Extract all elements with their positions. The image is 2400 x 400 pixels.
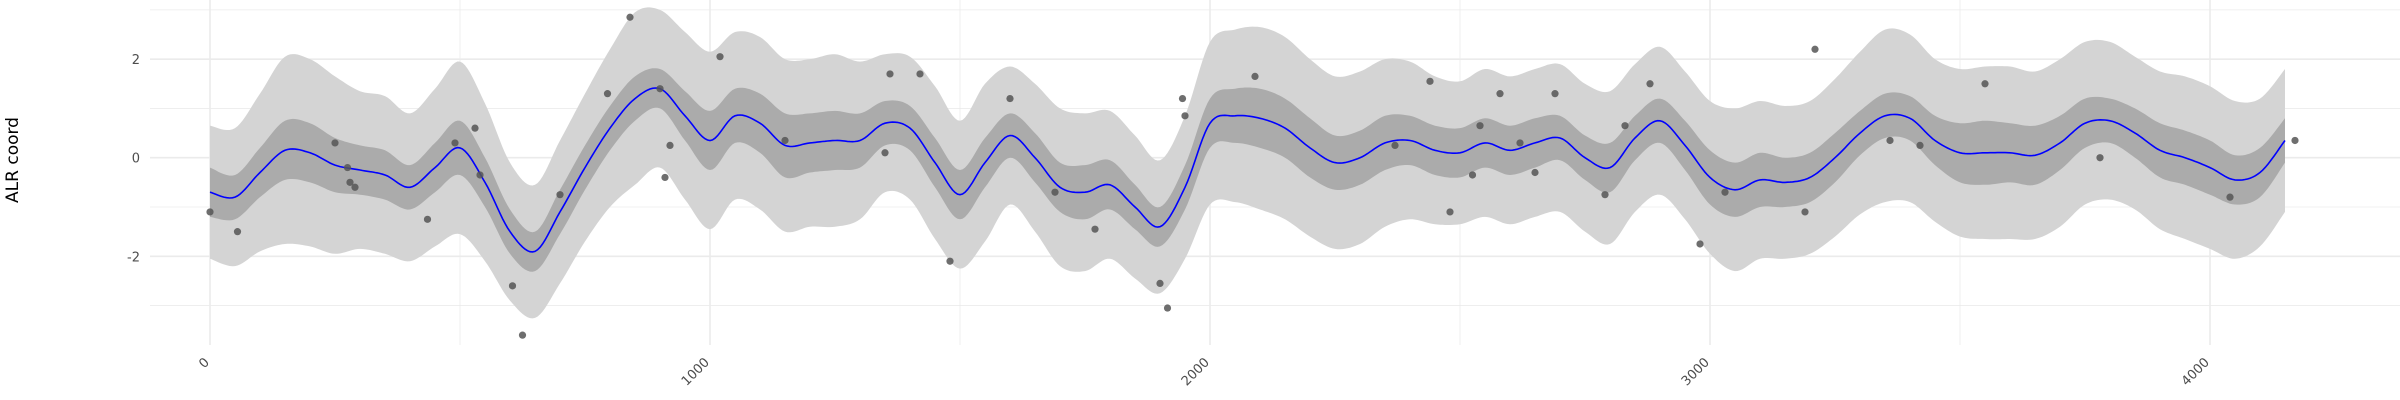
data-point bbox=[1721, 188, 1729, 196]
mean-line bbox=[209, 87, 2286, 253]
data-point bbox=[233, 228, 242, 236]
data-point bbox=[1426, 77, 1434, 85]
data-point bbox=[2096, 154, 2104, 162]
data-point bbox=[661, 173, 669, 182]
x-tick-label: 2000 bbox=[1179, 355, 1213, 389]
x-tick-label: 3000 bbox=[1679, 355, 1713, 389]
x-tick-label: 1000 bbox=[679, 355, 713, 389]
data-point bbox=[556, 191, 564, 199]
data-point bbox=[656, 85, 664, 93]
data-point bbox=[2226, 193, 2234, 201]
x-tick-label: 0 bbox=[196, 355, 212, 371]
data-point bbox=[331, 139, 339, 147]
data-point bbox=[1178, 94, 1187, 103]
data-point bbox=[1251, 72, 1259, 80]
data-point bbox=[476, 171, 484, 179]
data-point bbox=[346, 178, 354, 186]
data-point bbox=[343, 163, 352, 172]
data-point bbox=[1006, 94, 1014, 103]
data-point bbox=[1181, 112, 1189, 120]
data-point bbox=[1163, 304, 1172, 312]
data-point bbox=[1468, 171, 1477, 179]
data-point bbox=[1391, 141, 1399, 149]
data-point bbox=[1981, 80, 1989, 88]
data-point bbox=[1801, 208, 1809, 216]
data-point bbox=[1496, 90, 1504, 98]
data-point bbox=[1446, 208, 1454, 216]
y-tick-label: 2 bbox=[132, 53, 140, 68]
data-point bbox=[1696, 240, 1704, 248]
data-point bbox=[1051, 188, 1059, 196]
data-point bbox=[1811, 45, 1819, 53]
data-point bbox=[351, 183, 359, 191]
data-point bbox=[1601, 191, 1609, 199]
data-point bbox=[1476, 122, 1484, 130]
data-point bbox=[916, 70, 924, 78]
data-point bbox=[1091, 225, 1099, 233]
data-point bbox=[603, 90, 612, 98]
data-point bbox=[781, 136, 789, 145]
confidence-bands bbox=[210, 7, 2285, 319]
data-point bbox=[946, 257, 954, 265]
data-point bbox=[423, 215, 432, 223]
data-point bbox=[1156, 279, 1164, 287]
data-point bbox=[2291, 136, 2299, 145]
data-point bbox=[1551, 90, 1559, 98]
data-point bbox=[451, 139, 459, 147]
y-tick-label: 0 bbox=[132, 152, 140, 167]
observed-points bbox=[206, 13, 2299, 339]
data-point bbox=[471, 124, 479, 132]
inner-confidence-band bbox=[210, 68, 2285, 272]
outer-confidence-band bbox=[210, 7, 2285, 319]
mean-curve bbox=[209, 87, 2286, 253]
data-point bbox=[881, 149, 889, 157]
y-axis-ticks: -2 0 2 bbox=[127, 53, 140, 265]
x-tick-label: 4000 bbox=[2179, 355, 2213, 389]
data-point bbox=[1621, 122, 1629, 130]
data-point bbox=[206, 208, 214, 216]
data-point bbox=[1646, 80, 1654, 88]
data-point bbox=[626, 13, 634, 21]
data-point bbox=[1531, 168, 1539, 177]
y-tick-label: -2 bbox=[127, 250, 140, 265]
data-point bbox=[886, 70, 894, 78]
data-point bbox=[508, 282, 517, 290]
data-point bbox=[518, 331, 527, 339]
y-axis-title: ALR coord bbox=[3, 117, 23, 203]
data-point bbox=[1886, 136, 1894, 145]
data-point bbox=[716, 53, 724, 61]
data-point bbox=[1516, 139, 1524, 147]
x-axis-ticks: 0 1000 2000 3000 4000 bbox=[196, 355, 2212, 389]
data-point bbox=[666, 141, 674, 149]
data-point bbox=[1916, 141, 1924, 149]
